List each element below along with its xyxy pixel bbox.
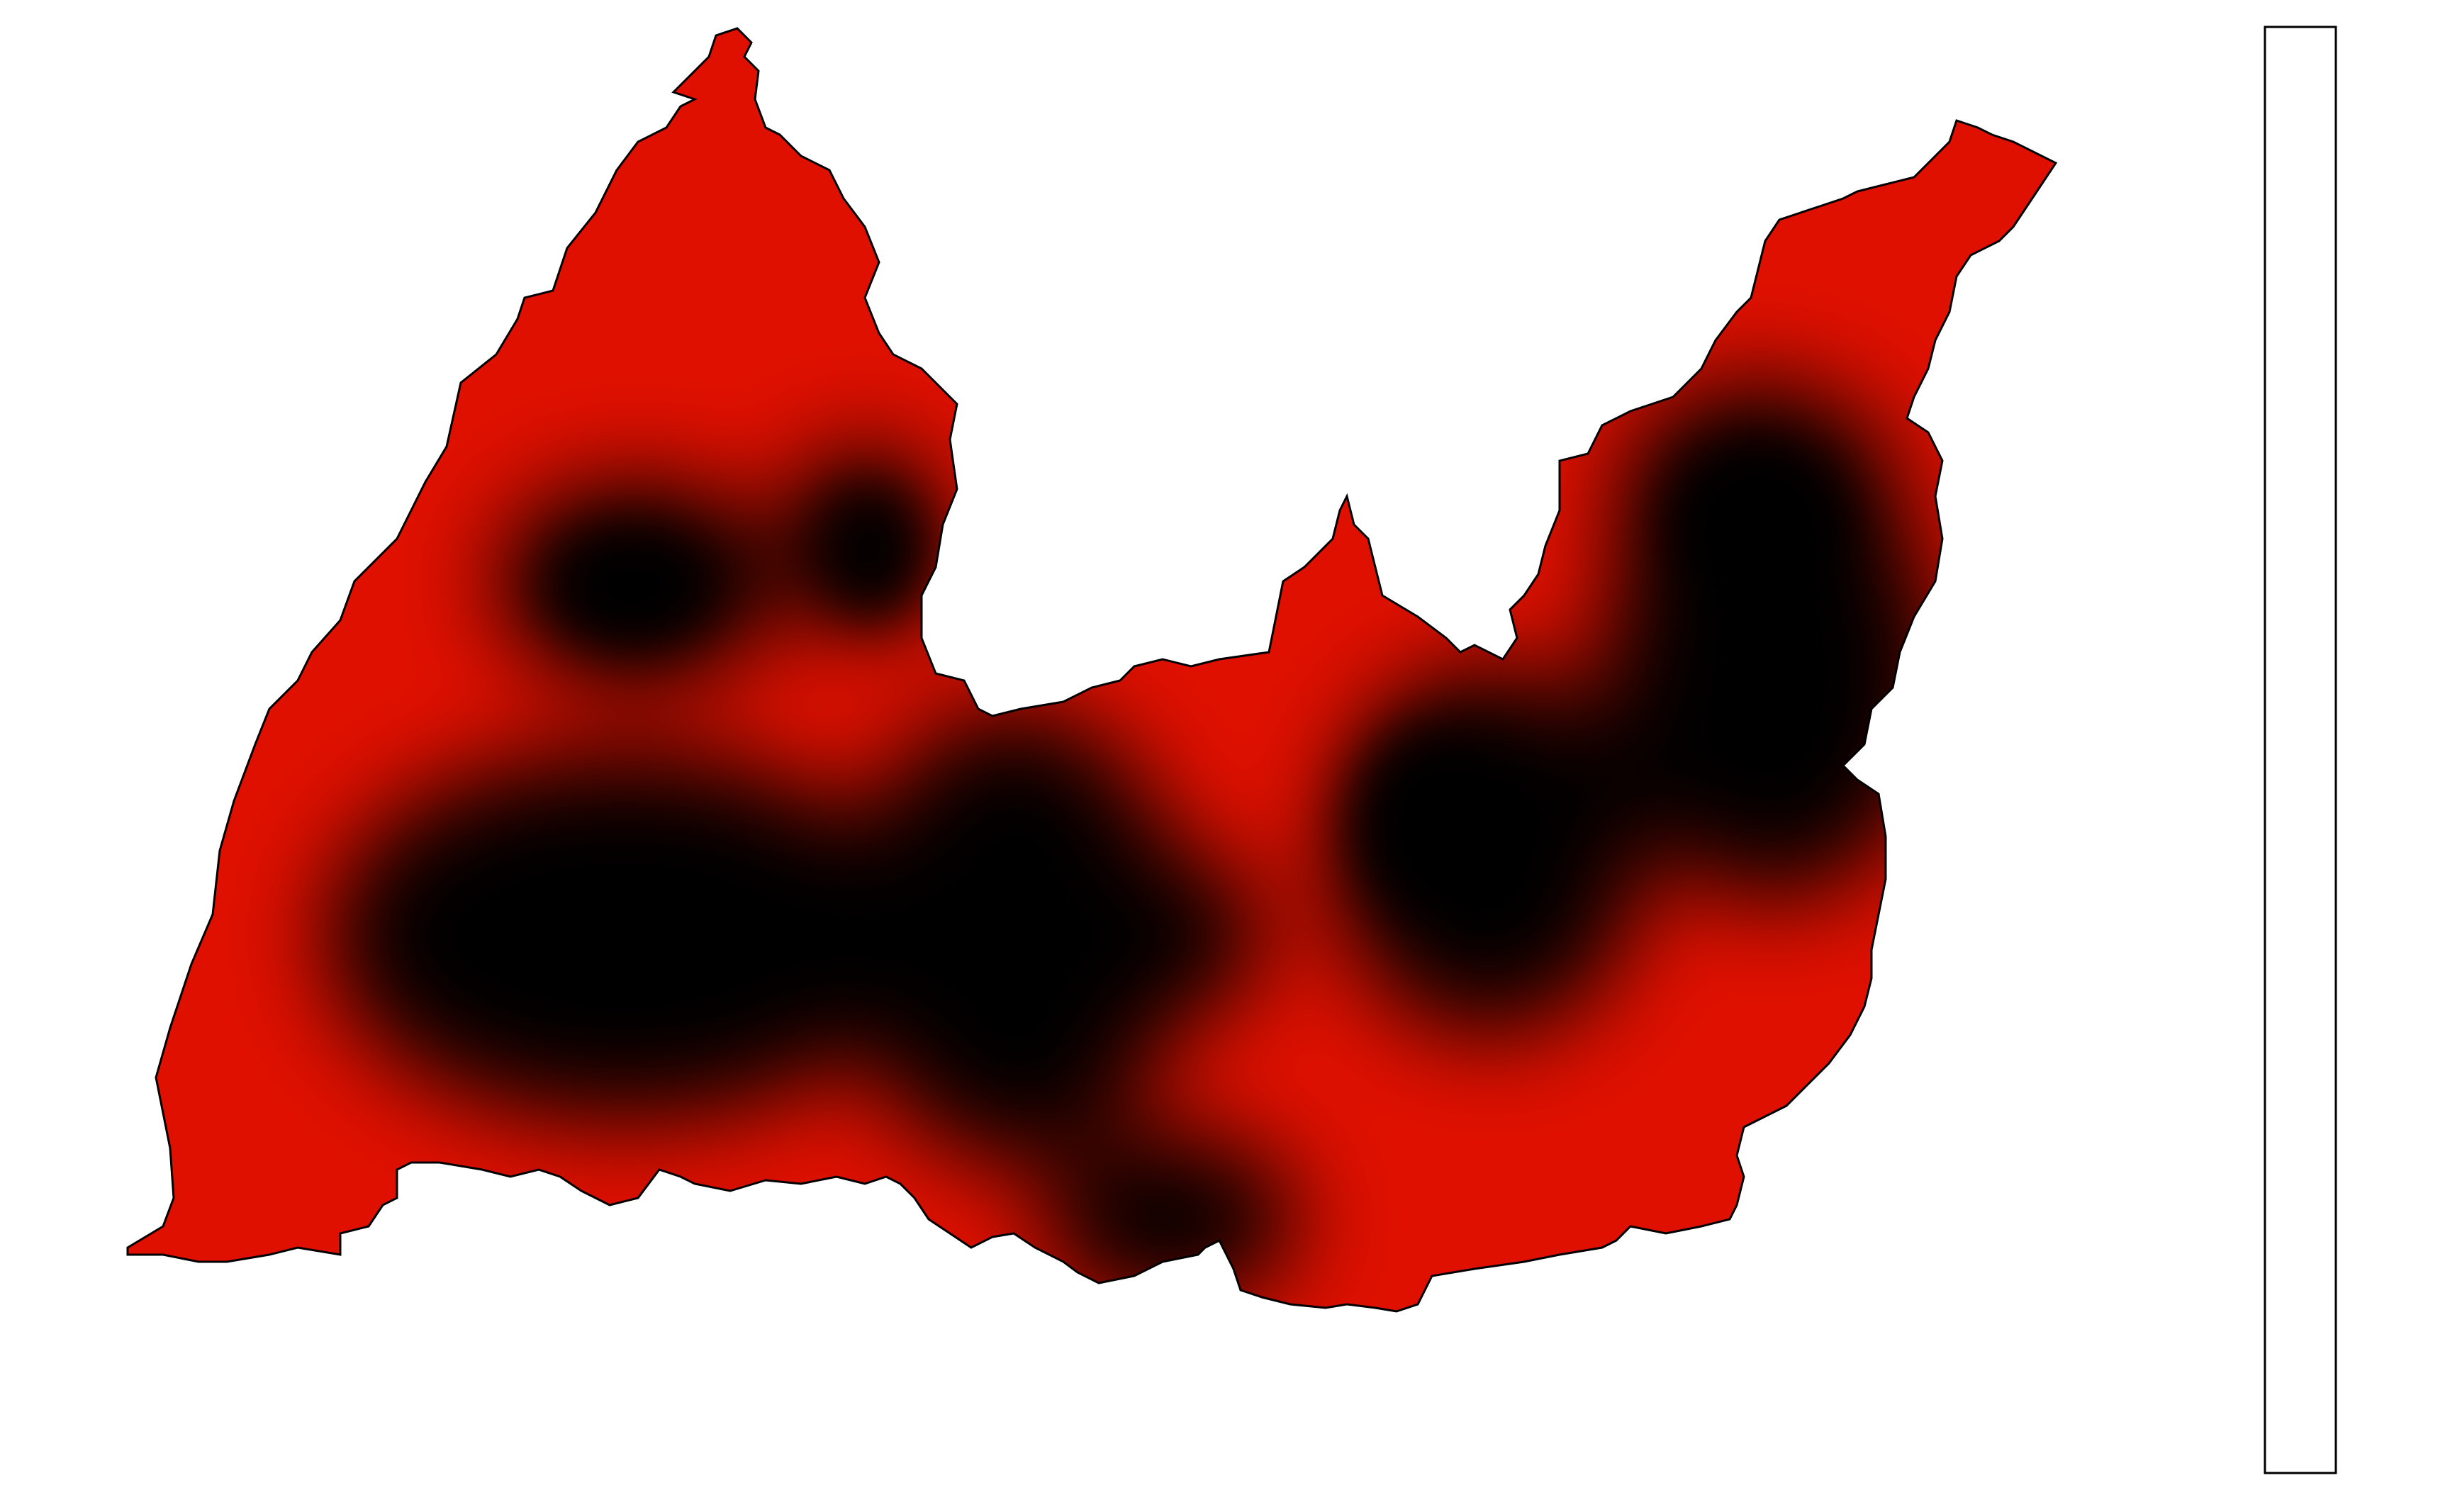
maroon-peak	[822, 489, 922, 617]
central-dark-zone	[844, 709, 1184, 1163]
central-maroon-zone	[992, 744, 1049, 900]
south-dark-zone	[1042, 1134, 1297, 1304]
west-dark-zone	[326, 751, 922, 1120]
central-orange-zone	[1106, 858, 1262, 1014]
colorbar-frame	[2264, 26, 2337, 1474]
northwest-peak	[553, 532, 709, 645]
purple-peak	[1354, 730, 1510, 914]
field-peaks	[553, 447, 1843, 914]
amber-peak	[1673, 447, 1843, 603]
